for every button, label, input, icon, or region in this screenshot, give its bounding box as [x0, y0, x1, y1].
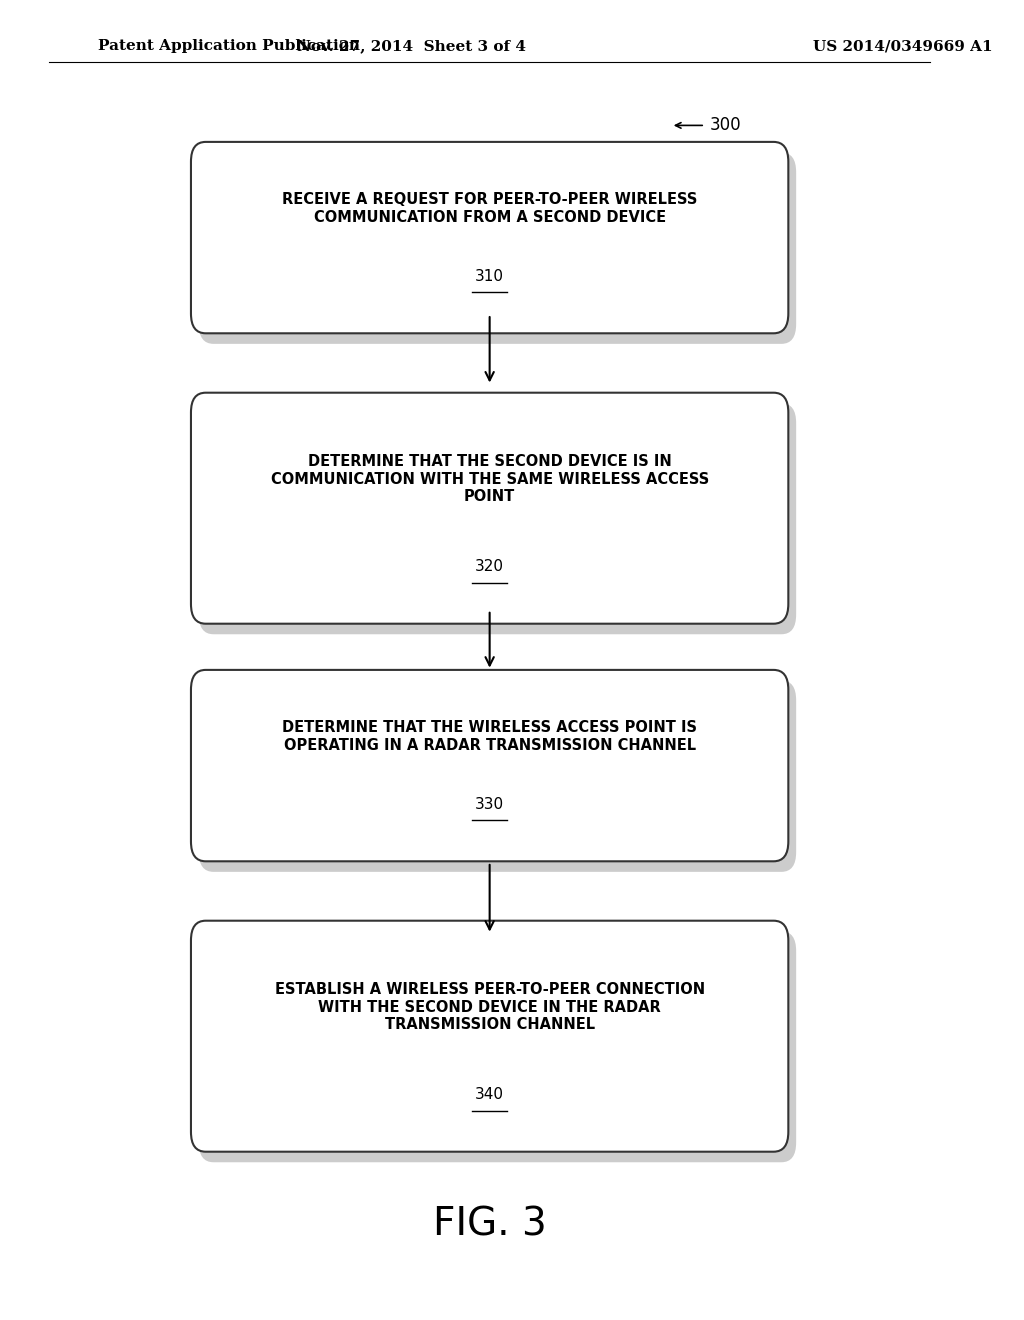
Text: Patent Application Publication: Patent Application Publication — [98, 40, 359, 53]
Text: US 2014/0349669 A1: US 2014/0349669 A1 — [813, 40, 992, 53]
FancyBboxPatch shape — [190, 393, 788, 624]
FancyBboxPatch shape — [199, 932, 797, 1162]
FancyBboxPatch shape — [199, 681, 797, 873]
Text: DETERMINE THAT THE SECOND DEVICE IS IN
COMMUNICATION WITH THE SAME WIRELESS ACCE: DETERMINE THAT THE SECOND DEVICE IS IN C… — [270, 454, 709, 504]
Text: 320: 320 — [475, 560, 504, 574]
FancyBboxPatch shape — [190, 671, 788, 862]
Text: Nov. 27, 2014  Sheet 3 of 4: Nov. 27, 2014 Sheet 3 of 4 — [297, 40, 525, 53]
Text: 340: 340 — [475, 1088, 504, 1102]
FancyBboxPatch shape — [199, 404, 797, 635]
FancyBboxPatch shape — [190, 921, 788, 1151]
Text: FIG. 3: FIG. 3 — [433, 1206, 547, 1243]
Text: DETERMINE THAT THE WIRELESS ACCESS POINT IS
OPERATING IN A RADAR TRANSMISSION CH: DETERMINE THAT THE WIRELESS ACCESS POINT… — [283, 721, 697, 752]
FancyBboxPatch shape — [190, 143, 788, 334]
Text: 300: 300 — [710, 116, 741, 135]
FancyBboxPatch shape — [199, 153, 797, 345]
Text: 310: 310 — [475, 269, 504, 284]
Text: RECEIVE A REQUEST FOR PEER-TO-PEER WIRELESS
COMMUNICATION FROM A SECOND DEVICE: RECEIVE A REQUEST FOR PEER-TO-PEER WIREL… — [282, 193, 697, 224]
Text: 330: 330 — [475, 797, 504, 812]
Text: ESTABLISH A WIRELESS PEER-TO-PEER CONNECTION
WITH THE SECOND DEVICE IN THE RADAR: ESTABLISH A WIRELESS PEER-TO-PEER CONNEC… — [274, 982, 705, 1032]
